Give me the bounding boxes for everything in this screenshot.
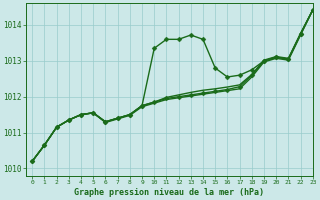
X-axis label: Graphe pression niveau de la mer (hPa): Graphe pression niveau de la mer (hPa) — [75, 188, 264, 197]
